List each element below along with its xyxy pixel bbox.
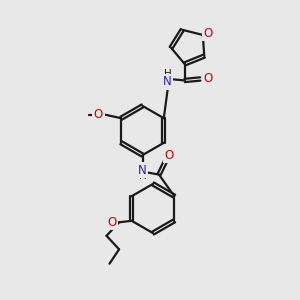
- Text: N: N: [163, 76, 172, 88]
- Text: H: H: [139, 171, 146, 181]
- Text: O: O: [94, 108, 103, 121]
- Text: N: N: [138, 164, 147, 177]
- Text: H: H: [164, 70, 171, 80]
- Text: O: O: [95, 107, 104, 121]
- Text: O: O: [164, 149, 173, 162]
- Text: O: O: [203, 73, 212, 85]
- Text: O: O: [204, 27, 213, 40]
- Text: O: O: [108, 216, 117, 229]
